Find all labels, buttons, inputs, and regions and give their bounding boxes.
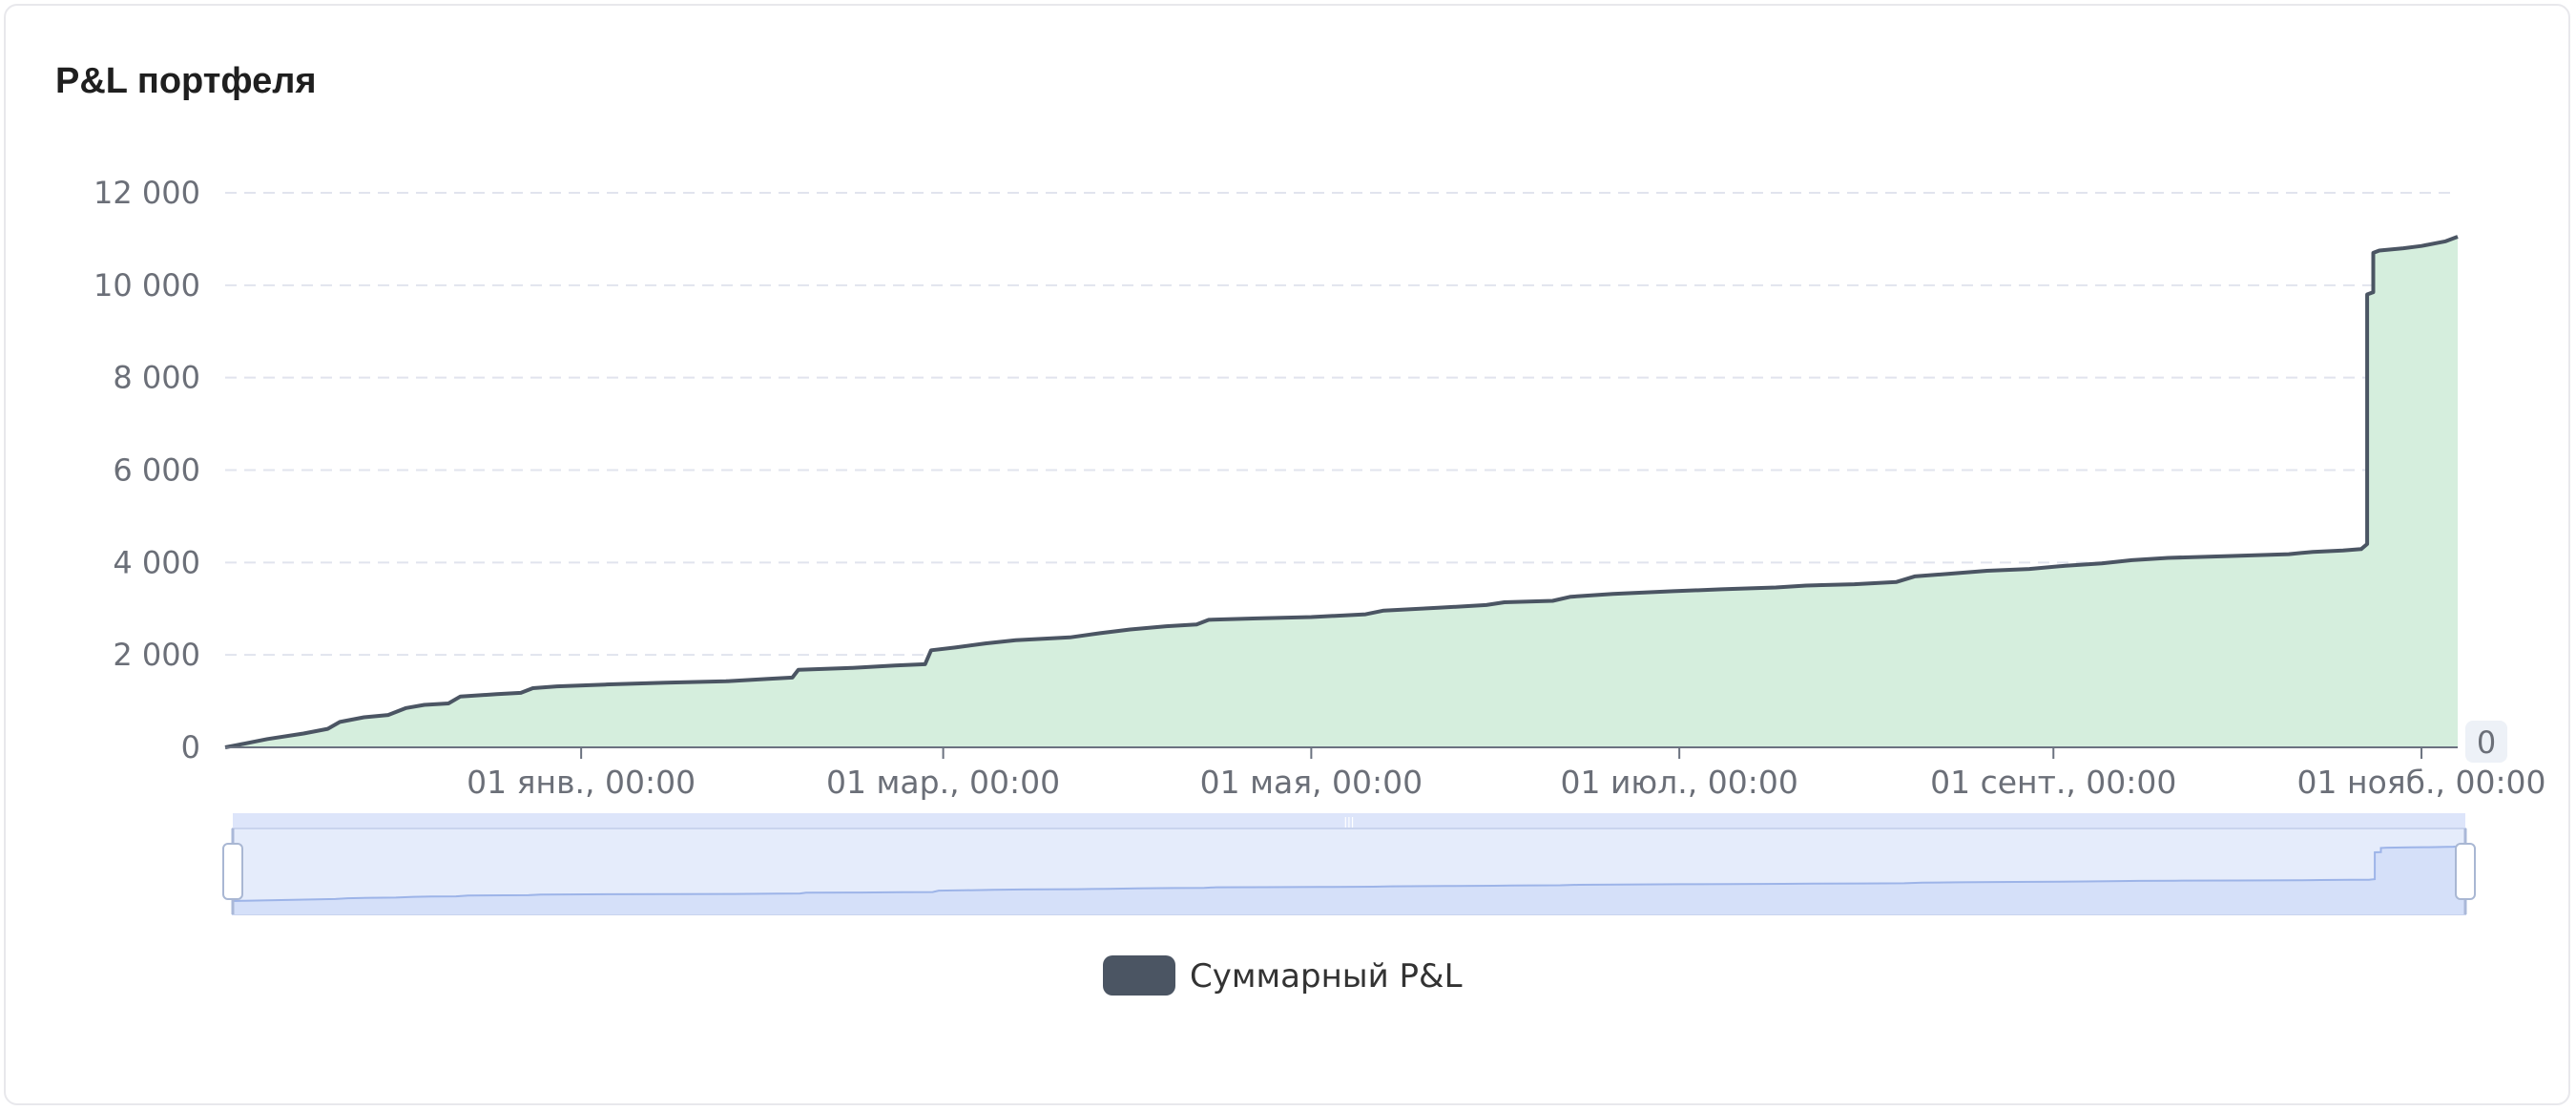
zoom-grip-icon: ||| [1344, 814, 1355, 829]
legend-item[interactable]: Суммарный P&L [1103, 955, 1463, 996]
y-tick-label: 0 [181, 729, 200, 765]
zoom-preview-area [233, 846, 2465, 914]
y-tick-label: 4 000 [113, 544, 200, 580]
zoom-preview-line [232, 845, 2466, 902]
zoom-slider[interactable]: ||| [222, 813, 2476, 915]
legend-swatch [1103, 955, 1175, 996]
y-tick-label: 12 000 [93, 175, 200, 211]
y-tick-label: 8 000 [113, 360, 200, 396]
axis-pointer-label: 0 [2477, 724, 2496, 761]
zoom-move-handle[interactable] [233, 813, 2465, 830]
zoom-right-handle[interactable] [2455, 843, 2476, 900]
x-tick-label: 01 мая, 00:00 [1200, 764, 1423, 801]
x-tick-label: 01 сент., 00:00 [1930, 764, 2176, 801]
legend-label: Суммарный P&L [1190, 957, 1463, 996]
plot-area [224, 235, 2459, 749]
x-axis: 01 янв., 00:00 01 мар., 00:00 01 мая, 00:0… [225, 721, 2546, 801]
x-tick-label: 01 июл., 00:00 [1560, 764, 1797, 801]
x-tick-label: 01 янв., 00:00 [467, 764, 696, 801]
legend[interactable]: Суммарный P&L [1103, 955, 1463, 996]
series-area-fill [225, 237, 2458, 747]
axis-pointer-bg [2465, 721, 2507, 763]
x-tick-label: 01 мар., 00:00 [826, 764, 1060, 801]
x-tick-label: 01 нояб., 00:00 [2297, 764, 2546, 801]
y-tick-label: 6 000 [113, 452, 200, 489]
chart-title: P&L портфеля [55, 61, 317, 101]
y-tick-label: 10 000 [93, 267, 200, 304]
y-tick-label: 2 000 [113, 637, 200, 673]
grid-lines [225, 192, 2458, 657]
y-axis: 0 2 000 4 000 6 000 8 000 10 000 12 000 [93, 175, 200, 765]
chart-card: P&L портфеля [4, 4, 2570, 1105]
zoom-left-handle[interactable] [222, 843, 243, 900]
series-line[interactable] [224, 235, 2459, 749]
